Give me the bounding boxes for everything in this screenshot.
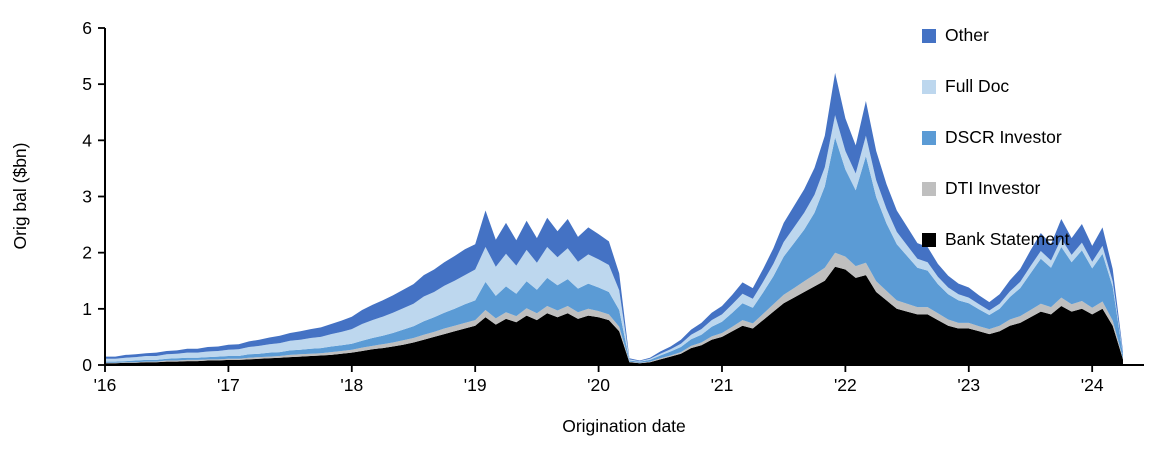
legend-swatch-3: [922, 181, 936, 196]
x-tick-label: '22: [834, 375, 857, 395]
legend-label: Full Doc: [945, 76, 1010, 96]
area-series-other: [105, 72, 1123, 362]
legend-label: Other: [945, 25, 989, 45]
legend-item-other: Other: [922, 10, 1070, 61]
area-series-dti-investor: [105, 252, 1123, 364]
y-axis-title: Orig bal ($bn): [10, 143, 30, 250]
y-tick-label: 0: [82, 355, 92, 375]
y-tick-label: 5: [82, 74, 92, 94]
legend-swatch-0: [922, 28, 936, 43]
legend-label: Bank Statement: [945, 229, 1070, 249]
x-tick-label: '19: [464, 375, 487, 395]
x-tick-label: '17: [217, 375, 240, 395]
x-tick-label: '16: [94, 375, 117, 395]
legend-label: DTI Investor: [945, 178, 1041, 198]
x-tick-label: '24: [1081, 375, 1104, 395]
legend-item-full-doc: Full Doc: [922, 61, 1070, 112]
x-axis-title: Origination date: [562, 416, 686, 436]
y-tick-label: 3: [82, 187, 92, 207]
y-tick-label: 6: [82, 18, 92, 38]
legend-swatch-4: [922, 232, 936, 247]
y-tick-label: 4: [82, 130, 92, 150]
legend-item-dti-investor: DTI Investor: [922, 163, 1070, 214]
legend-label: DSCR Investor: [945, 127, 1062, 147]
y-tick-label: 1: [82, 299, 92, 319]
axes-group: 0 1 2 3 4 5 6 '16 '17 '18 '19 '20 '21 '22 '23 '24: [82, 18, 1144, 395]
area-series-dscr-investor: [105, 137, 1123, 363]
x-tick-label: '20: [587, 375, 610, 395]
y-tick-label: 2: [82, 243, 92, 263]
area-series-group: [105, 72, 1123, 365]
x-tick-label: '23: [957, 375, 980, 395]
legend-item-dscr-investor: DSCR Investor: [922, 112, 1070, 163]
legend-item-bank-statement: Bank Statement: [922, 214, 1070, 265]
legend: Other Full Doc DSCR Investor DTI Investo…: [922, 10, 1070, 265]
legend-swatch-2: [922, 130, 936, 145]
x-tick-label: '21: [711, 375, 734, 395]
x-tick-label: '18: [340, 375, 363, 395]
area-series-bank-statement: [105, 266, 1123, 365]
legend-swatch-1: [922, 79, 936, 94]
